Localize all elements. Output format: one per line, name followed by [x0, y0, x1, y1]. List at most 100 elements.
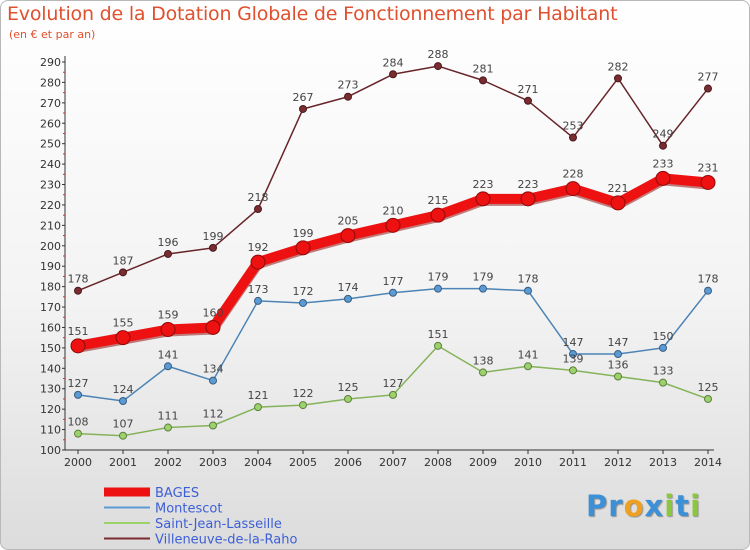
proxiti-logo: Proxiti [586, 489, 701, 523]
data-point-saint-jean-lasseille [569, 366, 577, 375]
data-label-bages: 205 [338, 215, 359, 228]
data-label-montescot: 150 [653, 330, 674, 343]
logo-letter: i [690, 489, 702, 523]
data-point-montescot [524, 286, 532, 295]
y-tick-label: 160 [40, 321, 61, 334]
data-label-saint-jean-lasseille: 125 [338, 381, 359, 394]
y-tick-label: 240 [40, 158, 61, 171]
data-label-saint-jean-lasseille: 111 [158, 410, 179, 423]
data-point-bages [430, 207, 446, 223]
data-point-bages [340, 228, 356, 244]
data-point-villeneuve-de-la-raho [209, 243, 217, 252]
y-tick-label: 180 [40, 281, 61, 294]
x-tick-label: 2004 [244, 456, 272, 469]
data-label-montescot: 179 [473, 271, 494, 284]
data-point-montescot [569, 350, 577, 359]
data-label-bages: 151 [68, 325, 89, 338]
x-tick-label: 2000 [64, 456, 92, 469]
y-tick-label: 260 [40, 117, 61, 130]
data-label-saint-jean-lasseille: 107 [113, 418, 134, 431]
x-tick-label: 2012 [604, 456, 632, 469]
data-point-villeneuve-de-la-raho [659, 141, 667, 150]
data-label-saint-jean-lasseille: 136 [608, 358, 629, 371]
data-label-villeneuve-de-la-raho: 284 [383, 56, 404, 69]
data-label-montescot: 179 [428, 271, 449, 284]
data-label-bages: 231 [698, 161, 719, 174]
logo-letter: r [608, 489, 624, 523]
data-label-saint-jean-lasseille: 133 [653, 365, 674, 378]
data-label-bages: 223 [518, 178, 539, 191]
data-label-villeneuve-de-la-raho: 267 [293, 91, 314, 104]
data-point-villeneuve-de-la-raho [74, 286, 82, 295]
data-point-montescot [209, 376, 217, 385]
data-label-saint-jean-lasseille: 112 [203, 407, 224, 420]
data-label-villeneuve-de-la-raho: 288 [428, 48, 449, 61]
data-label-montescot: 134 [203, 363, 224, 376]
data-point-saint-jean-lasseille [704, 394, 712, 403]
y-tick-label: 270 [40, 97, 61, 110]
legend-label: BAGES [155, 486, 199, 501]
data-point-saint-jean-lasseille [344, 394, 352, 403]
data-label-bages: 221 [608, 182, 629, 195]
y-tick-label: 140 [40, 362, 61, 375]
data-label-saint-jean-lasseille: 141 [518, 348, 539, 361]
y-tick-label: 150 [40, 342, 61, 355]
data-label-saint-jean-lasseille: 125 [698, 381, 719, 394]
data-label-bages: 228 [563, 168, 584, 181]
data-point-saint-jean-lasseille [254, 403, 262, 412]
data-point-villeneuve-de-la-raho [569, 133, 577, 142]
data-point-villeneuve-de-la-raho [119, 268, 127, 277]
data-point-bages [250, 254, 266, 270]
data-label-villeneuve-de-la-raho: 282 [608, 60, 629, 73]
chart-title: Evolution de la Dotation Globale de Fonc… [7, 3, 618, 25]
data-label-bages: 199 [293, 227, 314, 240]
data-point-villeneuve-de-la-raho [434, 62, 442, 71]
data-point-saint-jean-lasseille [389, 390, 397, 399]
logo-letter: P [586, 489, 609, 523]
data-label-montescot: 124 [113, 383, 134, 396]
data-point-bages [565, 181, 581, 197]
y-tick-label: 120 [40, 403, 61, 416]
data-point-montescot [434, 284, 442, 293]
data-label-villeneuve-de-la-raho: 271 [518, 83, 539, 96]
data-point-villeneuve-de-la-raho [299, 104, 307, 113]
data-label-villeneuve-de-la-raho: 253 [563, 120, 584, 133]
data-point-bages [475, 191, 491, 207]
y-tick-label: 210 [40, 219, 61, 232]
x-tick-label: 2010 [514, 456, 542, 469]
data-point-montescot [119, 396, 127, 405]
x-tick-label: 2006 [334, 456, 362, 469]
data-point-saint-jean-lasseille [434, 341, 442, 350]
y-tick-label: 280 [40, 76, 61, 89]
legend-label: Villeneuve-de-la-Raho [155, 533, 297, 548]
data-label-montescot: 141 [158, 348, 179, 361]
data-label-saint-jean-lasseille: 151 [428, 328, 449, 341]
y-tick-label: 200 [40, 240, 61, 253]
x-tick-label: 2002 [154, 456, 182, 469]
data-point-montescot [344, 294, 352, 303]
data-point-montescot [164, 362, 172, 371]
data-point-bages [205, 319, 221, 335]
data-point-villeneuve-de-la-raho [389, 70, 397, 79]
data-label-montescot: 178 [698, 273, 719, 286]
data-label-saint-jean-lasseille: 138 [473, 354, 494, 367]
x-tick-label: 2011 [559, 456, 587, 469]
data-label-villeneuve-de-la-raho: 281 [473, 62, 494, 75]
y-tick-label: 110 [40, 424, 61, 437]
data-point-saint-jean-lasseille [209, 421, 217, 430]
data-label-saint-jean-lasseille: 127 [383, 377, 404, 390]
data-point-villeneuve-de-la-raho [164, 249, 172, 258]
data-point-saint-jean-lasseille [299, 401, 307, 410]
y-tick-label: 170 [40, 301, 61, 314]
data-point-bages [610, 195, 626, 211]
data-point-montescot [704, 286, 712, 295]
data-point-saint-jean-lasseille [524, 362, 532, 371]
data-point-montescot [614, 350, 622, 359]
data-point-saint-jean-lasseille [74, 429, 82, 438]
data-point-saint-jean-lasseille [614, 372, 622, 381]
data-point-villeneuve-de-la-raho [704, 84, 712, 93]
x-tick-label: 2014 [694, 456, 722, 469]
data-label-saint-jean-lasseille: 122 [293, 387, 314, 400]
data-point-montescot [299, 298, 307, 307]
